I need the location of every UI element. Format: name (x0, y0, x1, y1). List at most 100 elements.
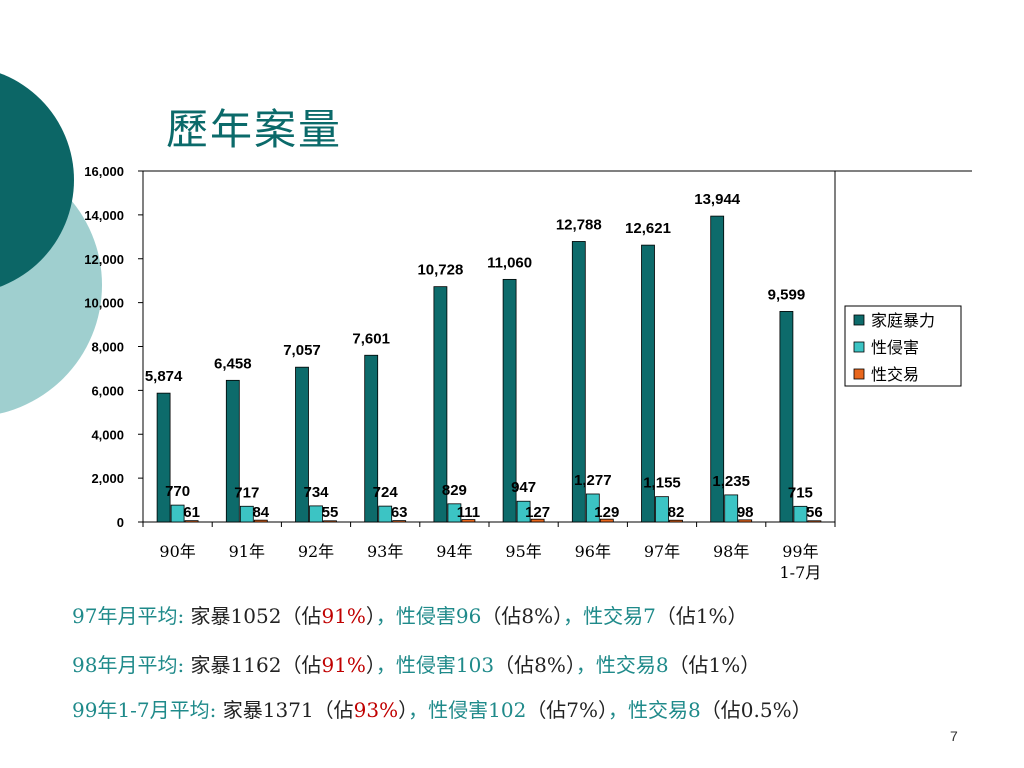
data-label: 127 (525, 504, 550, 521)
stats-prefix: 98年月平均: (72, 653, 185, 677)
x-category-label: 91年 (229, 542, 265, 561)
dark-circle-decoration (0, 73, 74, 287)
slide-title: 歷年案量 (166, 105, 343, 154)
data-label: 1,235 (712, 473, 750, 490)
stats-family-violence-pct: 91% (321, 604, 366, 628)
stats-line-99: 99年1-7月平均: 家暴1371（佔93%），性侵害102（佔7%），性交易8… (72, 694, 812, 723)
y-tick-label: 2,000 (91, 471, 124, 486)
x-category-label: 97年 (644, 542, 680, 561)
stats-close: ） (365, 604, 376, 628)
x-category-label: 94年 (436, 542, 472, 561)
bar (433, 286, 448, 523)
x-category-label: 98年 (713, 542, 749, 561)
legend-label: 家庭暴力 (871, 311, 935, 330)
data-label: 82 (668, 504, 685, 521)
data-label: 6,458 (214, 355, 252, 372)
bar (516, 500, 531, 523)
stats-sexual-assault: ，性侵害103 (375, 653, 495, 677)
bar (323, 520, 337, 523)
data-label: 13,944 (694, 191, 741, 208)
stats-sex-trade: ，性交易8 (608, 698, 701, 722)
bar (253, 519, 268, 523)
data-label: 12,788 (556, 216, 602, 233)
bar (738, 519, 753, 523)
y-tick-label: 16,000 (84, 164, 124, 179)
x-category-label: 95年 (505, 542, 541, 561)
data-label: 61 (183, 504, 200, 521)
bar (309, 505, 323, 523)
data-label: 7,057 (283, 342, 321, 359)
stats-sex-trade-pct: （佔1%） (668, 653, 761, 677)
data-label: 770 (165, 483, 190, 500)
stats-sex-trade-pct: （佔1%） (655, 604, 748, 628)
x-category-label: 99年 (782, 542, 818, 561)
y-tick-label: 4,000 (91, 427, 124, 442)
plot-area (142, 170, 836, 523)
bar (530, 518, 545, 523)
stats-family-violence: 家暴1052（佔 (190, 604, 322, 628)
data-label: 5,874 (145, 368, 183, 385)
stats-sexual-assault-pct: （佔8%） (494, 653, 576, 677)
bar (599, 518, 614, 523)
bar (378, 505, 393, 523)
x-category-label: 96年 (575, 542, 611, 561)
stats-prefix: 99年1-7月平均: (72, 698, 217, 722)
data-label: 1,155 (643, 475, 681, 492)
bar (571, 241, 586, 523)
x-category-label: 1-7月 (780, 563, 822, 582)
stats-sex-trade: ，性交易7 (563, 604, 656, 628)
legend-label: 性交易 (871, 365, 919, 384)
stats-sexual-assault: ，性侵害102 (408, 698, 527, 722)
bar (710, 215, 725, 523)
bar (655, 496, 669, 523)
bar (239, 505, 254, 523)
bar (641, 244, 655, 523)
stats-sexual-assault: ，性侵害96 (375, 604, 482, 628)
y-tick-label: 0 (117, 515, 124, 530)
bar (669, 519, 683, 523)
stats-line-98: 98年月平均: 家暴1162（佔91%），性侵害103（佔8%），性交易8（佔1… (72, 649, 760, 678)
data-label: 12,621 (625, 220, 671, 237)
y-tick-label: 12,000 (84, 252, 124, 267)
x-category-label: 90年 (159, 542, 195, 561)
bar (447, 503, 462, 523)
data-label: 129 (594, 504, 619, 521)
stats-prefix: 97年月平均: (72, 604, 185, 628)
bar (585, 493, 600, 523)
stats-family-violence-pct: 93% (353, 698, 399, 722)
bar (793, 505, 808, 523)
bar (156, 392, 171, 523)
data-label: 1,277 (574, 472, 612, 489)
data-label: 55 (322, 504, 339, 521)
stats-family-violence-pct: 91% (321, 653, 366, 677)
data-label: 724 (373, 484, 399, 501)
stats-close: ） (365, 653, 376, 677)
legend-swatch (853, 368, 865, 380)
bar (364, 354, 379, 523)
page-number: 7 (950, 728, 958, 744)
x-category-label: 93年 (367, 542, 403, 561)
stats-sex-trade: ，性交易8 (575, 653, 669, 677)
data-label: 715 (788, 484, 813, 501)
data-label: 9,599 (768, 286, 806, 303)
stats-line-97: 97年月平均: 家暴1052（佔91%），性侵害96（佔8%），性交易7（佔1%… (72, 600, 748, 629)
stats-sexual-assault-pct: （佔7%） (526, 698, 609, 722)
bar (225, 379, 240, 523)
bar (170, 504, 185, 523)
stats-sexual-assault-pct: （佔8%） (481, 604, 564, 628)
data-label: 63 (391, 504, 408, 521)
stats-close: ） (398, 698, 409, 722)
bar (807, 520, 822, 523)
bar (502, 278, 517, 523)
stats-family-violence: 家暴1371（佔 (222, 698, 354, 722)
legend-swatch (853, 341, 865, 353)
data-label: 11,060 (487, 254, 532, 271)
bar (295, 366, 309, 523)
data-label: 734 (303, 484, 329, 501)
bar (392, 520, 407, 523)
y-tick-label: 10,000 (84, 296, 124, 311)
data-label: 947 (511, 479, 536, 496)
legend-label: 性侵害 (871, 338, 919, 357)
